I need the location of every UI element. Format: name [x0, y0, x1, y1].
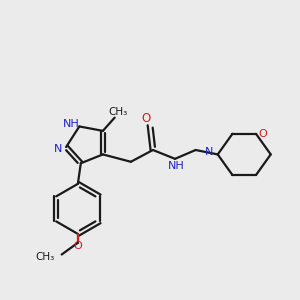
Text: CH₃: CH₃ — [35, 252, 54, 262]
Text: CH₃: CH₃ — [108, 107, 127, 117]
Text: O: O — [73, 241, 82, 251]
Text: NH: NH — [168, 161, 185, 171]
Text: O: O — [142, 112, 151, 125]
Text: NH: NH — [63, 119, 80, 129]
Text: O: O — [258, 129, 267, 139]
Text: N: N — [54, 143, 62, 154]
Text: N: N — [205, 147, 214, 158]
